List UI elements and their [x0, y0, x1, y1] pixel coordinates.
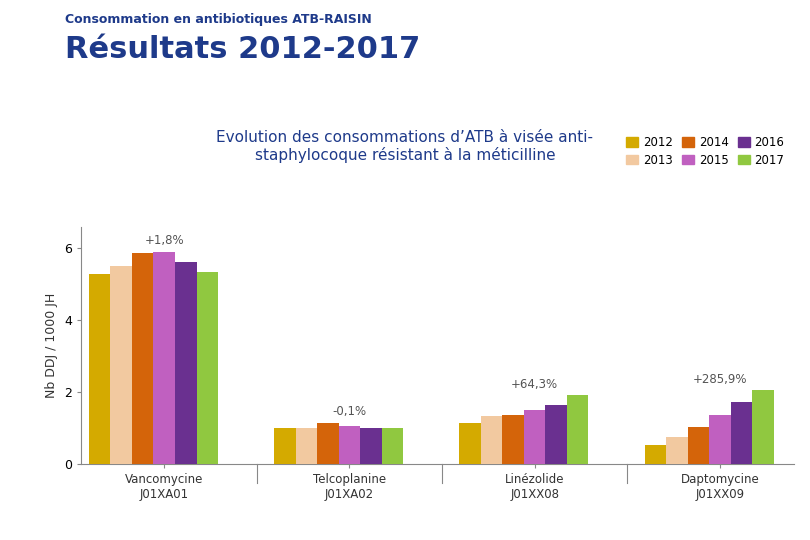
Bar	[688, 427, 709, 464]
Bar	[132, 253, 154, 464]
Bar	[731, 402, 752, 464]
Bar	[154, 252, 175, 464]
Bar	[382, 428, 403, 464]
Bar	[175, 262, 197, 464]
Bar	[545, 405, 567, 464]
Y-axis label: Nb DDJ / 1000 JH: Nb DDJ / 1000 JH	[45, 293, 58, 398]
Bar	[459, 423, 481, 464]
Bar	[752, 389, 774, 464]
Text: Evolution des consommations d’ATB à visée anti-
staphylocoque résistant à la mét: Evolution des consommations d’ATB à visé…	[216, 130, 594, 163]
Bar	[709, 415, 731, 464]
Bar	[197, 272, 218, 464]
Bar	[567, 395, 589, 464]
Bar	[110, 266, 132, 464]
Bar	[360, 428, 382, 464]
Text: +1,8%: +1,8%	[144, 234, 184, 247]
Legend: 2012, 2013, 2014, 2015, 2016, 2017: 2012, 2013, 2014, 2015, 2016, 2017	[623, 133, 788, 170]
Bar	[296, 428, 318, 464]
Bar	[666, 437, 688, 464]
Text: Résultats 2012-2017: Résultats 2012-2017	[65, 35, 420, 64]
Bar	[481, 416, 502, 464]
Bar	[89, 274, 110, 464]
Text: +64,3%: +64,3%	[511, 377, 558, 390]
Bar	[318, 423, 339, 464]
Text: +285,9%: +285,9%	[693, 373, 747, 386]
Bar	[645, 444, 666, 464]
Text: -0,1%: -0,1%	[332, 404, 367, 417]
Text: Consommation en antibiotiques ATB-RAISIN: Consommation en antibiotiques ATB-RAISIN	[65, 14, 372, 26]
Bar	[502, 415, 524, 464]
Bar	[274, 428, 296, 464]
Bar	[339, 426, 360, 464]
Bar	[524, 410, 545, 464]
